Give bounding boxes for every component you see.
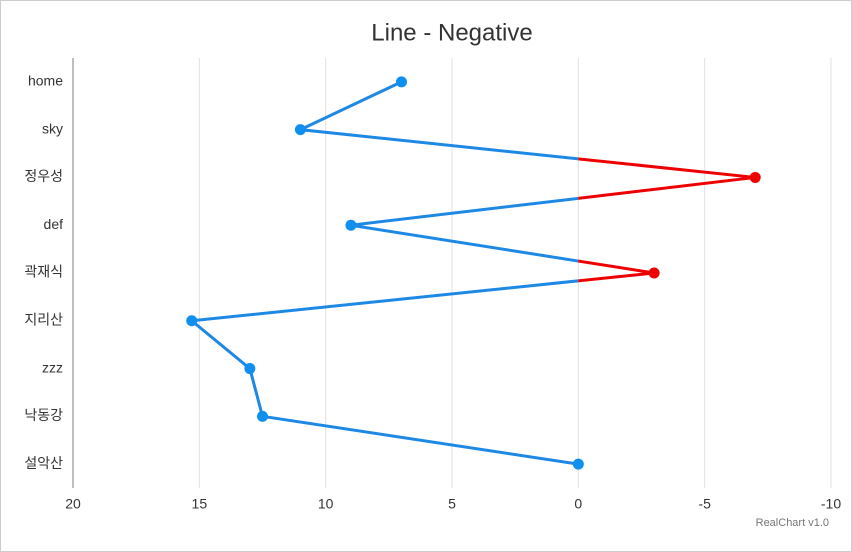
point xyxy=(395,76,407,88)
x-tick-label: 20 xyxy=(65,496,81,512)
point xyxy=(294,124,306,136)
y-tick-label: 지리산 xyxy=(24,311,63,327)
point xyxy=(648,267,660,279)
point xyxy=(345,219,357,231)
line-positive xyxy=(188,80,579,466)
x-tick-label: 10 xyxy=(318,496,334,512)
y-tick-label: def xyxy=(44,216,64,232)
y-tick-label: home xyxy=(28,73,63,89)
x-tick-label: -5 xyxy=(698,496,711,512)
credit: RealChart v1.0 xyxy=(756,517,829,529)
y-tick-label: 낙동강 xyxy=(24,407,63,423)
point xyxy=(572,458,584,470)
chart-title: Line - Negative xyxy=(371,19,532,46)
y-tick-label: 설악산 xyxy=(24,455,63,471)
point xyxy=(244,363,256,375)
point xyxy=(186,315,198,327)
x-tick-label: 0 xyxy=(574,496,582,512)
x-tick-label: 5 xyxy=(448,496,456,512)
y-tick-label: 곽재식 xyxy=(24,264,63,280)
y-tick-label: zzz xyxy=(42,359,63,375)
point xyxy=(257,410,268,422)
y-tick-label: 정우성 xyxy=(24,168,63,184)
x-tick-label: 15 xyxy=(192,496,208,512)
point xyxy=(749,171,761,183)
x-tick-label: -10 xyxy=(821,496,841,512)
y-tick-label: sky xyxy=(42,120,63,136)
